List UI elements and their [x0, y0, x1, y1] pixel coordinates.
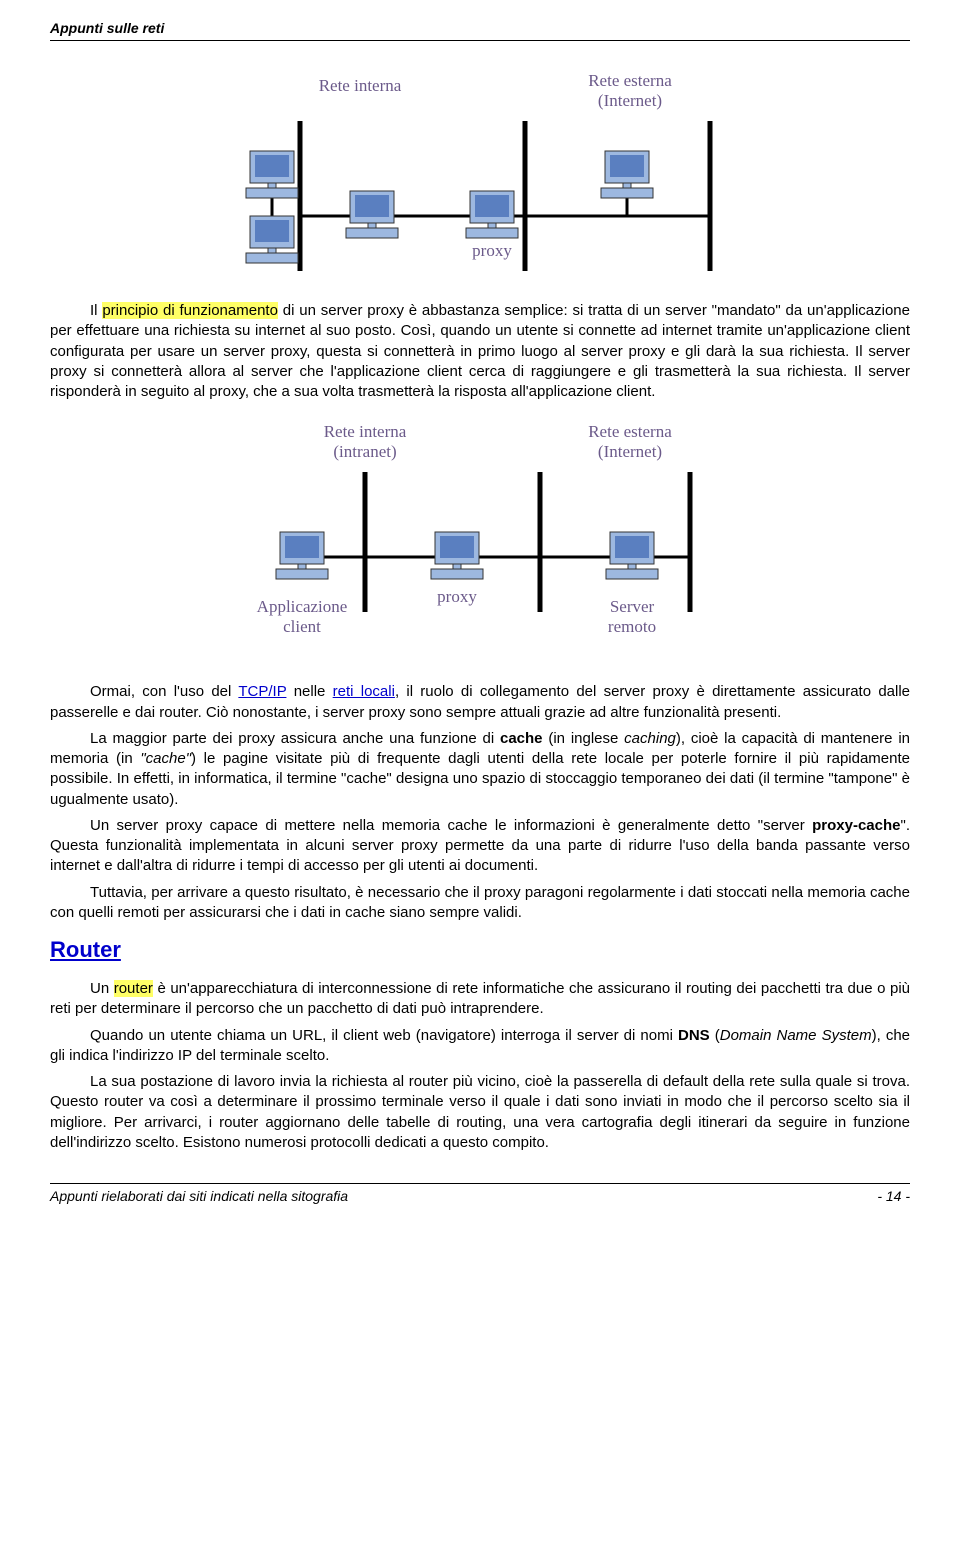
italic-caching: caching — [624, 730, 676, 747]
page-header: Appunti sulle reti — [50, 20, 910, 41]
text: Ormai, con l'uso del — [90, 683, 238, 700]
footer-right: - 14 - — [877, 1188, 910, 1204]
text: Quando un utente chiama un URL, il clien… — [90, 1027, 678, 1044]
page: Appunti sulle reti Rete interna Rete este… — [0, 0, 960, 1224]
bold-cache: cache — [500, 730, 543, 747]
paragraph-5: Tuttavia, per arrivare a questo risultat… — [50, 883, 910, 924]
paragraph-3: La maggior parte dei proxy assicura anch… — [50, 729, 910, 810]
footer-left: Appunti rielaborati dai siti indicati ne… — [50, 1188, 348, 1204]
bold-proxy-cache: proxy-cache — [812, 817, 900, 834]
highlight-principio: principio di funzionamento — [102, 302, 278, 319]
text: è un'apparecchiatura di interconnessione… — [50, 980, 910, 1017]
heading-router: Router — [50, 937, 910, 963]
svg-text:Rete esterna: Rete esterna — [588, 422, 672, 441]
svg-text:remoto: remoto — [608, 617, 656, 636]
highlight-router: router — [114, 980, 153, 997]
svg-text:Server: Server — [610, 597, 655, 616]
italic-cache2: "cache" — [140, 750, 191, 767]
svg-text:proxy: proxy — [472, 241, 512, 260]
proxy-diagram-2: Rete interna(intranet) Rete esterna(Inter… — [210, 412, 750, 662]
svg-text:Rete interna: Rete interna — [324, 422, 407, 441]
paragraph-7: Quando un utente chiama un URL, il clien… — [50, 1026, 910, 1067]
text: Un server proxy capace di mettere nella … — [90, 817, 812, 834]
link-tcpip[interactable]: TCP/IP — [238, 683, 286, 700]
svg-text:Rete esterna: Rete esterna — [588, 71, 672, 90]
svg-text:Applicazione: Applicazione — [257, 597, 348, 616]
paragraph-4: Un server proxy capace di mettere nella … — [50, 816, 910, 877]
svg-text:(Internet): (Internet) — [598, 91, 662, 110]
proxy-diagram-1: Rete interna Rete esterna(Internet) proxy — [210, 61, 750, 281]
svg-text:Rete interna: Rete interna — [319, 76, 402, 95]
text: Il — [90, 302, 102, 319]
text: nelle — [286, 683, 332, 700]
link-reti-locali[interactable]: reti locali — [333, 683, 395, 700]
svg-text:(Internet): (Internet) — [598, 442, 662, 461]
italic-dns: Domain Name System — [720, 1027, 872, 1044]
paragraph-2: Ormai, con l'uso del TCP/IP nelle reti l… — [50, 682, 910, 723]
text: La maggior parte dei proxy assicura anch… — [90, 730, 500, 747]
page-footer: Appunti rielaborati dai siti indicati ne… — [50, 1183, 910, 1204]
text: Un — [90, 980, 114, 997]
paragraph-8: La sua postazione di lavoro invia la ric… — [50, 1072, 910, 1153]
svg-text:proxy: proxy — [437, 587, 477, 606]
bold-dns: DNS — [678, 1027, 710, 1044]
text: (in inglese — [543, 730, 625, 747]
text: ( — [710, 1027, 720, 1044]
paragraph-6: Un router è un'apparecchiatura di interc… — [50, 979, 910, 1020]
svg-text:(intranet): (intranet) — [333, 442, 396, 461]
paragraph-1: Il principio di funzionamento di un serv… — [50, 301, 910, 402]
svg-text:client: client — [283, 617, 321, 636]
